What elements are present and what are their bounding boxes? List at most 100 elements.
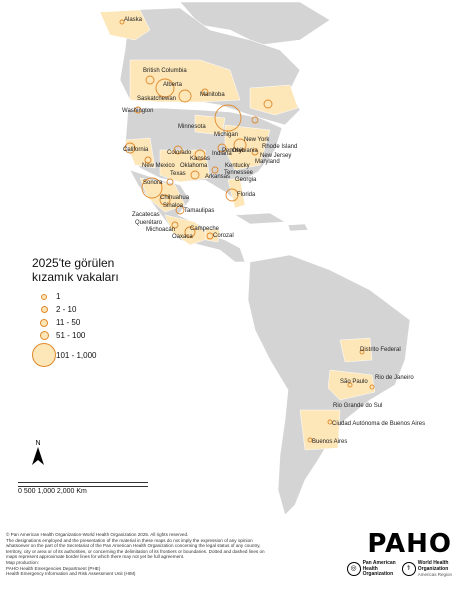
label-texas: Texas (170, 171, 186, 177)
who-emblem-icon: ⚕ (401, 562, 416, 577)
label-sao-paulo: São Paulo (340, 379, 368, 385)
label-alberta: Alberta (163, 82, 183, 88)
paho-org: ◎ Pan American Health Organization (346, 560, 396, 578)
label-florida: Florida (237, 192, 256, 198)
case-circle (178, 89, 192, 103)
circle-icon (32, 306, 56, 313)
case-circle (190, 170, 200, 180)
label-kansas: Kansas (190, 156, 210, 162)
legend-item: 51 - 100 (32, 329, 152, 342)
label-maryland: Maryland (255, 159, 280, 165)
label-distrito-federal: Distrito Federal (360, 347, 401, 353)
case-circle (251, 116, 259, 124)
legend-item: 101 - 1,000 (32, 342, 152, 368)
case-circle (233, 138, 247, 152)
legend: 2025'te görülen kızamık vakaları 1 2 - 1… (32, 256, 152, 368)
label-georgia: Georgia (235, 177, 257, 183)
region-labels: Alaska British Columbia Alberta Saskatch… (122, 17, 425, 445)
case-circle (144, 156, 152, 164)
north-arrow-icon (32, 447, 44, 465)
case-circle (201, 88, 209, 96)
case-circle (211, 166, 219, 174)
north-arrow: N (28, 440, 48, 469)
label-british-columbia: British Columbia (143, 68, 187, 74)
paho-logo: PAHO ◎ Pan American Health Organization … (332, 530, 452, 578)
label-michigan: Michigan (214, 132, 238, 138)
case-circle (145, 75, 155, 85)
case-circle (225, 188, 239, 202)
scale-bar: 0 500 1,000 2,000 Km (18, 482, 148, 495)
disclaimer-line: PAHO Health Emergencies Department (PHE) (6, 565, 101, 571)
circle-icon (32, 318, 56, 327)
canada-east-area (249, 84, 299, 116)
label-rio-de-janeiro: Rio de Janeiro (375, 375, 414, 381)
disclaimer-line: whatsoever on the part of the Secretaria… (6, 543, 261, 549)
legend-title: 2025'te görülen kızamık vakaları (32, 256, 119, 284)
label-tamaulipas: Tamaulipas (184, 208, 214, 214)
brazil-center-area (339, 337, 373, 363)
case-circle (327, 419, 333, 425)
case-circle (119, 19, 125, 25)
case-circles (119, 19, 375, 443)
label-rio-grande-do-sul: Rio Grande do Sul (333, 403, 382, 409)
scale-bar-graphic (18, 482, 148, 487)
case-circle (171, 221, 179, 229)
legend-label: 11 - 50 (56, 318, 81, 327)
who-org-name: World Health Organization Americas Regio… (417, 560, 452, 577)
case-circle (134, 106, 142, 114)
us-south-area (159, 149, 211, 183)
north-label: N (35, 440, 41, 447)
case-circle (173, 145, 183, 155)
label-alaska: Alaska (124, 17, 143, 23)
legend-label: 2 - 10 (56, 305, 77, 314)
scale-label: 0 500 1,000 2,000 Km (18, 488, 87, 495)
label-oaxaca: Oaxaca (172, 234, 193, 240)
case-circle (194, 149, 206, 161)
case-circle (159, 194, 171, 206)
paho-wordmark: PAHO (367, 529, 452, 559)
paho-org-name: Pan American Health Organization (362, 560, 396, 577)
disclaimer-line: territory, city or area or of its author… (6, 548, 265, 554)
legend-item: 11 - 50 (32, 316, 152, 329)
label-manitoba: Manitoba (200, 92, 225, 98)
circle-icon (32, 293, 56, 300)
disclaimer-line: © Pan American Health Organization-World… (6, 532, 189, 537)
us-west-area (124, 137, 156, 169)
case-circle (251, 148, 259, 156)
label-kentucky: Kentucky (225, 163, 250, 169)
label-michoacan: Michoacán (146, 227, 175, 233)
disclaimer-line: Map production: (6, 559, 39, 565)
case-circle (175, 205, 185, 215)
florida-area (227, 177, 246, 209)
legend-item: 1 (32, 290, 152, 303)
case-circle (141, 177, 163, 199)
label-rhode-island: Rhode Island (262, 144, 297, 150)
disclaimer-line: Health Emergency Information and Risk As… (6, 571, 136, 577)
label-queretaro: Querétaro (135, 220, 163, 226)
case-circle (124, 142, 136, 154)
label-indiana: Indiana (212, 151, 232, 157)
label-buenos-aires: Buenos Aires (312, 439, 347, 445)
brazil-se-area (327, 369, 376, 401)
label-ohio: Ohio (232, 148, 245, 154)
org-logos: ◎ Pan American Health Organization ⚕ Wor… (332, 560, 452, 578)
arctic-islands (179, 1, 331, 46)
label-new-york: New York (244, 137, 270, 143)
alaska-area (99, 9, 151, 41)
label-sonora: Sonora (143, 180, 163, 186)
label-arkansas: Arkansas (205, 174, 230, 180)
label-oklahoma: Oklahoma (180, 163, 208, 169)
label-california: California (123, 147, 149, 153)
case-circle (184, 226, 196, 238)
label-pennsylvania: Pennsylvania (222, 148, 258, 154)
legend-label: 101 - 1,000 (56, 350, 97, 360)
case-circle (155, 78, 175, 98)
label-campeche: Campeche (190, 226, 220, 232)
legend-label: 51 - 100 (56, 331, 86, 340)
case-circle (263, 99, 273, 109)
case-circle (369, 384, 375, 390)
disclaimer: © Pan American Health Organization-World… (6, 532, 316, 577)
label-chihuahua: Chihuahua (160, 195, 190, 201)
legend-label: 1 (56, 292, 61, 301)
measles-map: Alaska British Columbia Alberta Saskatch… (99, 1, 425, 516)
